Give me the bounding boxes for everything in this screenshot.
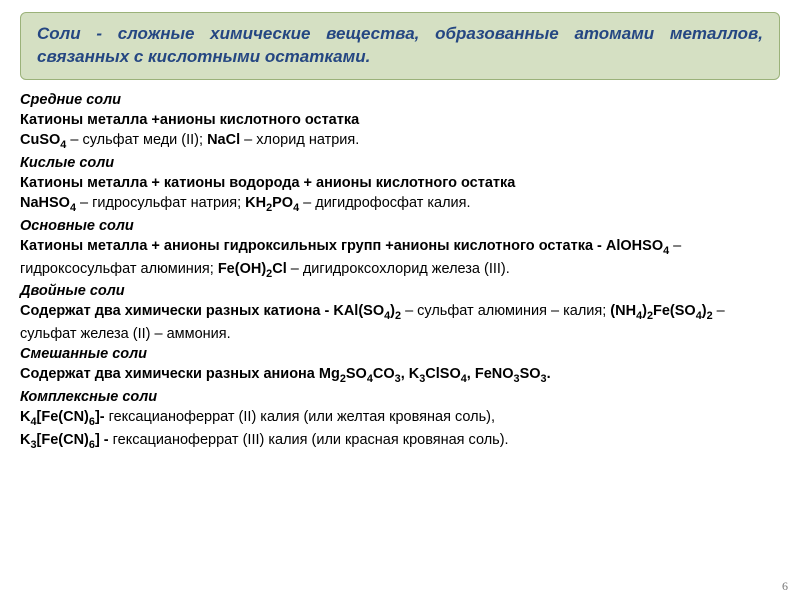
k4fecn6-c: ]-: [95, 409, 109, 425]
slide-number: 6: [782, 579, 788, 594]
cat5-end: .: [547, 366, 551, 382]
sep2: ,: [467, 366, 475, 382]
cat6-title: Комплексные соли: [20, 387, 780, 407]
k4fecn6-post: гексацианоферрат (II) калия (или желтая …: [109, 409, 495, 425]
cat3-title: Основные соли: [20, 216, 780, 236]
nacl-post: – хлорид натрия.: [240, 132, 359, 148]
cat1-rule: Катионы металла +анионы кислотного остат…: [20, 110, 780, 130]
cat2-example: NaHSO4 – гидросульфат натрия; KH2PO4 – д…: [20, 193, 780, 216]
k3clso4-a: K: [409, 366, 419, 382]
cat3-rule: Катионы металла + анионы гидроксильных г…: [20, 238, 597, 254]
cat5-title: Смешанные соли: [20, 344, 780, 364]
kalso4-a: KAl(SO: [333, 303, 384, 319]
feoh2cl-post: – дигидроксохлорид железа (III).: [287, 261, 510, 277]
cat4-rule: Содержат два химически разных катиона -: [20, 303, 333, 319]
mg2so4co3-a: Mg: [319, 366, 340, 382]
cuso4-post: – сульфат меди (II);: [66, 132, 207, 148]
cat1-example: CuSO4 – сульфат меди (II); NaCl – хлорид…: [20, 130, 780, 153]
cat2-title: Кислые соли: [20, 153, 780, 173]
cat5-block: Содержат два химически разных аниона Mg2…: [20, 364, 780, 387]
mg2so4co3-c: CO: [373, 366, 395, 382]
cat5-rule: Содержат два химически разных аниона: [20, 366, 319, 382]
cat4-block: Содержат два химически разных катиона - …: [20, 301, 780, 344]
cat4-title: Двойные соли: [20, 281, 780, 301]
sep1: ,: [401, 366, 409, 382]
alohso4: AlOHSO: [606, 238, 663, 254]
definition-text: Соли - сложные химические вещества, обра…: [37, 24, 763, 66]
kh2po4-b: PO: [272, 195, 293, 211]
feoh2cl-a: Fe(OH): [218, 261, 266, 277]
feoh2cl-b: Cl: [272, 261, 287, 277]
feno3so3-a: FeNO: [475, 366, 514, 382]
definition-box: Соли - сложные химические вещества, обра…: [20, 12, 780, 80]
nacl: NaCl: [207, 132, 240, 148]
k3fecn6-c: ] -: [95, 432, 113, 448]
kh2po4-post: – дигидрофосфат калия.: [299, 195, 470, 211]
cat2-rule: Катионы металла + катионы водорода + ани…: [20, 173, 780, 193]
cat1-title: Средние соли: [20, 90, 780, 110]
nh4feso4-a: (NH: [610, 303, 636, 319]
k3fecn6-post: гексацианоферрат (III) калия (или красна…: [113, 432, 509, 448]
cat6-line2: K3[Fe(CN)6] - гексацианоферрат (III) кал…: [20, 430, 780, 453]
kh2po4-a: KH: [245, 195, 266, 211]
nahso4-post: – гидросульфат натрия;: [76, 195, 245, 211]
k3fecn6-a: K: [20, 432, 30, 448]
k3clso4-b: ClSO: [425, 366, 460, 382]
mg2so4co3-b: SO: [346, 366, 367, 382]
cat6-line1: K4[Fe(CN)6]- гексацианоферрат (II) калия…: [20, 407, 780, 430]
k4fecn6-a: K: [20, 409, 30, 425]
k3fecn6-b: [Fe(CN): [37, 432, 89, 448]
content-body: Средние соли Катионы металла +анионы кис…: [20, 90, 780, 453]
kalso4-post: – сульфат алюминия – калия;: [401, 303, 610, 319]
feno3so3-b: SO: [520, 366, 541, 382]
nahso4: NaHSO: [20, 195, 70, 211]
nh4feso4-c: Fe(SO: [653, 303, 696, 319]
cuso4-pre: CuSO: [20, 132, 60, 148]
k4fecn6-b: [Fe(CN): [37, 409, 89, 425]
cat3-block: Катионы металла + анионы гидроксильных г…: [20, 236, 780, 282]
cat3-sp: -: [597, 238, 606, 254]
